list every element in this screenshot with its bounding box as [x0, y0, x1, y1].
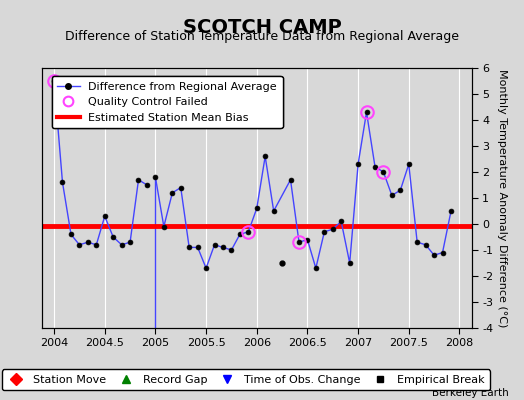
- Text: Difference of Station Temperature Data from Regional Average: Difference of Station Temperature Data f…: [65, 30, 459, 43]
- Text: Berkeley Earth: Berkeley Earth: [432, 388, 508, 398]
- Y-axis label: Monthly Temperature Anomaly Difference (°C): Monthly Temperature Anomaly Difference (…: [497, 69, 507, 327]
- Legend: Station Move, Record Gap, Time of Obs. Change, Empirical Break: Station Move, Record Gap, Time of Obs. C…: [2, 369, 490, 390]
- Text: SCOTCH CAMP: SCOTCH CAMP: [183, 18, 341, 37]
- Legend: Difference from Regional Average, Quality Control Failed, Estimated Station Mean: Difference from Regional Average, Qualit…: [52, 76, 282, 128]
